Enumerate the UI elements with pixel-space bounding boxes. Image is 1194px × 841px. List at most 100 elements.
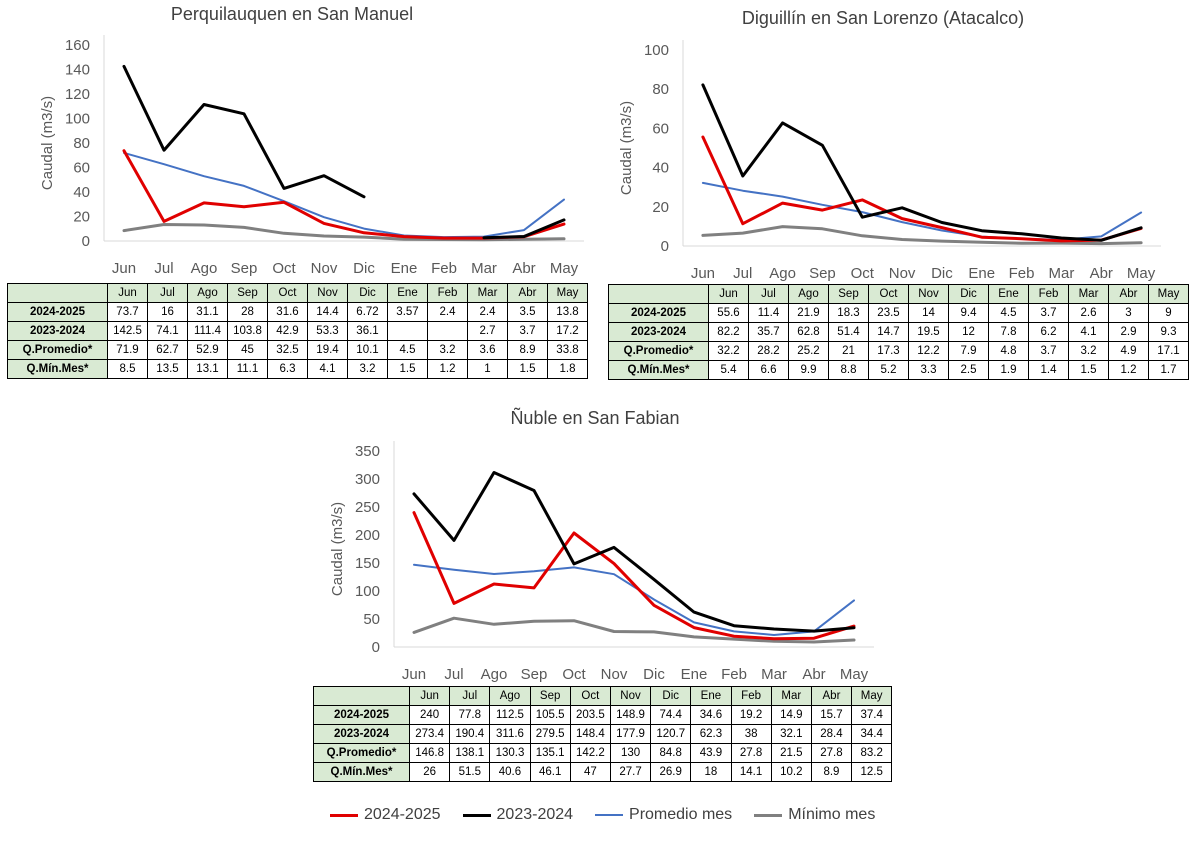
table-row-header: 2023-2024 bbox=[7, 321, 108, 341]
x-tick-label: May bbox=[550, 260, 579, 277]
table-cell: 51.5 bbox=[449, 762, 491, 782]
x-tick-label: Sep bbox=[521, 666, 548, 683]
data-table: Jun Jul Ago Sep Oct Nov Dic Ene Feb Mar Abr May 2024… bbox=[7, 283, 588, 379]
x-tick-label: Ene bbox=[681, 666, 708, 683]
x-tick-label: Jul bbox=[444, 666, 463, 683]
x-tick-label: Mar bbox=[761, 666, 787, 683]
table-row: 2023-2024 82.2 35.7 62.8 51.4 14.7 19.5 12 7.8 6.… bbox=[608, 322, 1189, 342]
table-row: Q.Promedio* 146.8 138.1 130.3 135.1 142.2 130 8… bbox=[313, 743, 893, 763]
table-cell: 1.5 bbox=[1068, 360, 1109, 380]
x-tick-label: Dic bbox=[353, 260, 375, 277]
table-cell: 18 bbox=[690, 762, 732, 782]
table-row: 2023-2024 273.4 190.4 311.6 279.5 148.4 177.9 1… bbox=[313, 724, 893, 744]
table-corner-cell bbox=[313, 686, 410, 706]
table-cell: 62.8 bbox=[788, 322, 829, 342]
table-cell: 3.7 bbox=[507, 321, 548, 341]
table-cell: 19.4 bbox=[307, 340, 348, 360]
table-cell: 17.2 bbox=[547, 321, 588, 341]
table-cell: 27.8 bbox=[810, 743, 853, 763]
table-cell: 6.72 bbox=[347, 302, 388, 322]
table-cell: 6.6 bbox=[748, 360, 789, 380]
table-cell: 1.8 bbox=[547, 359, 588, 379]
table-cell: 112.5 bbox=[489, 705, 531, 725]
table-row-header: 2024-2025 bbox=[608, 303, 709, 323]
table-cell: 73.7 bbox=[107, 302, 148, 322]
table-row: 2024-2025 55.6 11.4 21.9 18.3 23.5 14 9.4 4.5 3.7… bbox=[608, 303, 1189, 323]
table-cell: 14.1 bbox=[730, 762, 772, 782]
table-column-header: Oct bbox=[267, 283, 308, 303]
table-column-header: Sep bbox=[529, 686, 571, 706]
table-cell: 1 bbox=[467, 359, 508, 379]
table-column-header: Sep bbox=[828, 284, 869, 304]
table-cell: 74.1 bbox=[147, 321, 188, 341]
table-cell: 74.4 bbox=[650, 705, 692, 725]
table-column-header: Ene bbox=[690, 686, 732, 706]
table-cell: 5.2 bbox=[868, 360, 909, 380]
y-tick-label: 50 bbox=[363, 611, 380, 628]
table-cell: 10.1 bbox=[347, 340, 388, 360]
legend-swatch bbox=[754, 813, 783, 817]
table-row: Q.Promedio* 32.2 28.2 25.2 21 17.3 12.2 7.9 4.8 3… bbox=[608, 341, 1189, 361]
table-cell: 142.2 bbox=[569, 743, 611, 763]
y-axis-label: Caudal (m3/s) bbox=[618, 101, 635, 195]
table-column-header: Abr bbox=[507, 283, 548, 303]
table-cell: 21.9 bbox=[788, 303, 829, 323]
table-column-header: Dic bbox=[347, 283, 388, 303]
table-cell: 6.3 bbox=[267, 359, 308, 379]
table-column-header: Nov bbox=[307, 283, 348, 303]
x-tick-label: Jul bbox=[154, 260, 173, 277]
table-cell: 4.9 bbox=[1108, 341, 1149, 361]
x-tick-label: Abr bbox=[1090, 265, 1113, 282]
x-tick-label: Abr bbox=[802, 666, 825, 683]
table-row: 2023-2024 142.5 74.1 111.4 103.8 42.9 53.3 36.1… bbox=[7, 321, 588, 341]
table-cell: 4.1 bbox=[307, 359, 348, 379]
y-tick-label: 100 bbox=[65, 111, 90, 128]
legend-item-2024-2025: 2024-2025 bbox=[330, 806, 441, 824]
table-cell: 35.7 bbox=[748, 322, 789, 342]
y-tick-label: 0 bbox=[82, 233, 90, 250]
table-cell: 105.5 bbox=[529, 705, 571, 725]
x-tick-label: Nov bbox=[601, 666, 628, 683]
table-row-header: 2024-2025 bbox=[313, 705, 410, 725]
table-column-header: Oct bbox=[868, 284, 909, 304]
table-cell: 53.3 bbox=[307, 321, 348, 341]
x-tick-label: Nov bbox=[889, 265, 916, 282]
table-cell: 19.5 bbox=[908, 322, 949, 342]
table-cell: 55.6 bbox=[708, 303, 749, 323]
table-column-header: Ene bbox=[387, 283, 428, 303]
table-header-row: Jun Jul Ago Sep Oct Nov Dic Ene Feb Mar Abr May bbox=[608, 284, 1189, 304]
legend-label: 2023-2024 bbox=[496, 806, 574, 823]
x-tick-label: Abr bbox=[512, 260, 535, 277]
table-cell: 18.3 bbox=[828, 303, 869, 323]
table-column-header: Abr bbox=[1108, 284, 1149, 304]
table-row: Q.Mín.Mes* 8.5 13.5 13.1 11.1 6.3 4.1 3.2 1.5 1.2… bbox=[7, 359, 588, 379]
x-tick-label: Ago bbox=[481, 666, 508, 683]
table-cell bbox=[427, 321, 468, 341]
table-cell: 17.3 bbox=[868, 341, 909, 361]
chart-title: Perquilauquen en San Manuel bbox=[171, 4, 413, 24]
table-column-header: May bbox=[1148, 284, 1189, 304]
table-cell: 13.8 bbox=[547, 302, 588, 322]
table-cell: 177.9 bbox=[609, 724, 652, 744]
x-tick-label: May bbox=[1127, 265, 1156, 282]
table-row-header: Q.Promedio* bbox=[7, 340, 108, 360]
table-cell: 62.3 bbox=[690, 724, 732, 744]
chart-title: Diguillín en San Lorenzo (Atacalco) bbox=[742, 8, 1024, 28]
table-cell: 142.5 bbox=[107, 321, 148, 341]
x-tick-label: Dic bbox=[931, 265, 953, 282]
chart-legend: 2024-2025 2023-2024 Promedio mes Mínimo … bbox=[330, 803, 897, 827]
table-corner-cell bbox=[608, 284, 709, 304]
data-table: Jun Jul Ago Sep Oct Nov Dic Ene Feb Mar Abr May 2024… bbox=[313, 686, 893, 782]
table-cell: 11.1 bbox=[227, 359, 268, 379]
table-cell: 3.2 bbox=[1068, 341, 1109, 361]
x-tick-label: Ene bbox=[968, 265, 995, 282]
table-row-header: Q.Promedio* bbox=[608, 341, 709, 361]
chart-nuble: Ñuble en San Fabian Caudal (m3/s) 0 50 100 15… bbox=[305, 400, 905, 800]
legend-label: 2024-2025 bbox=[364, 806, 441, 823]
y-tick-label: 100 bbox=[355, 583, 380, 600]
table-cell: 8.5 bbox=[107, 359, 148, 379]
table-cell: 135.1 bbox=[529, 743, 571, 763]
table-cell: 32.2 bbox=[708, 341, 749, 361]
table-cell: 10.2 bbox=[770, 762, 812, 782]
table-column-header: Ago bbox=[187, 283, 228, 303]
